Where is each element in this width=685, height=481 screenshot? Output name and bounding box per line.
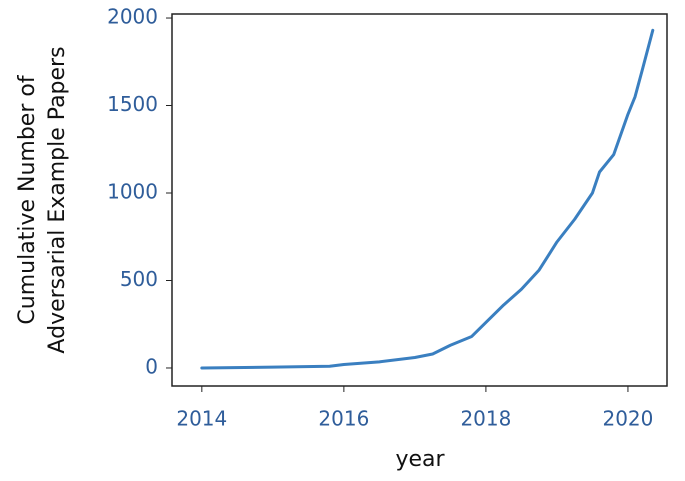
y-axis-label: Cumulative Number of xyxy=(15,74,40,324)
y-tick-label: 0 xyxy=(145,354,158,378)
y-tick-label: 1500 xyxy=(107,92,158,116)
y-tick-label: 1000 xyxy=(107,180,158,204)
data-line xyxy=(200,28,655,370)
x-tick-label: 2016 xyxy=(318,407,369,431)
x-tick-label: 2020 xyxy=(602,407,653,431)
y-axis-label: Adversarial Example Papers xyxy=(45,46,70,353)
plot-frame xyxy=(171,13,668,387)
y-tick-label: 500 xyxy=(120,267,158,291)
x-tick-label: 2018 xyxy=(460,407,511,431)
x-tick-label: 2014 xyxy=(176,407,227,431)
x-axis-label: year xyxy=(395,447,445,472)
y-tick-label: 2000 xyxy=(107,5,158,29)
